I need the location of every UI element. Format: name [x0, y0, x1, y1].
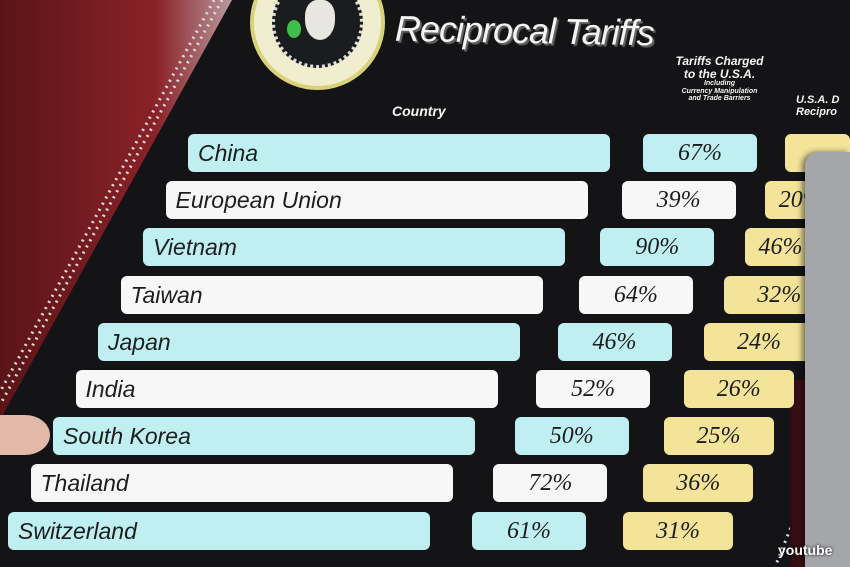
reciprocal-tariff-cell: 36%: [643, 464, 754, 503]
header-line: to the U.S.A.: [683, 66, 756, 81]
country-cell: Thailand: [30, 464, 453, 503]
tariff-charged-cell: 46%: [557, 322, 672, 361]
header-line: Recipro: [796, 105, 837, 118]
hand: [0, 415, 50, 455]
country-cell: South Korea: [53, 417, 475, 456]
foreground-object: [805, 152, 850, 567]
header-tariffs-charged: Tariffs Charged to the U.S.A. Including …: [662, 55, 777, 102]
watermark: youtube: [778, 542, 833, 558]
country-cell: Vietnam: [143, 228, 565, 267]
country-cell: Switzerland: [8, 511, 430, 550]
header-line: Currency Manipulation: [681, 87, 758, 95]
country-cell: Japan: [98, 322, 520, 361]
header-line: and Trade Barriers: [688, 94, 751, 102]
header-line: U.S.A. D: [796, 94, 840, 106]
tariff-charged-cell: 61%: [472, 511, 586, 550]
board-title: Reciprocal Tariffs: [394, 7, 655, 54]
country-cell: China: [188, 134, 610, 172]
reciprocal-tariff-cell: 26%: [683, 370, 794, 408]
tariff-charged-cell: 50%: [514, 417, 629, 456]
tariff-charged-cell: 39%: [621, 181, 736, 220]
tariff-charged-cell: 90%: [600, 228, 715, 267]
reciprocal-tariff-cell: 31%: [623, 511, 733, 550]
country-cell: India: [75, 370, 498, 408]
country-cell: Taiwan: [120, 275, 543, 314]
tariff-charged-cell: 67%: [643, 134, 757, 172]
tariff-charged-cell: 64%: [578, 275, 693, 314]
header-line: Including: [703, 80, 736, 88]
header-line: Tariffs Charged: [675, 54, 764, 68]
header-country: Country: [392, 103, 446, 119]
tariff-charged-cell: 52%: [536, 370, 651, 408]
reciprocal-tariff-cell: 24%: [704, 322, 814, 361]
country-cell: European Union: [165, 181, 588, 220]
reciprocal-tariff-cell: 25%: [663, 417, 774, 456]
header-usa-reciprocal: U.S.A. D Recipro: [796, 94, 850, 118]
tariff-charged-cell: 72%: [493, 464, 608, 503]
